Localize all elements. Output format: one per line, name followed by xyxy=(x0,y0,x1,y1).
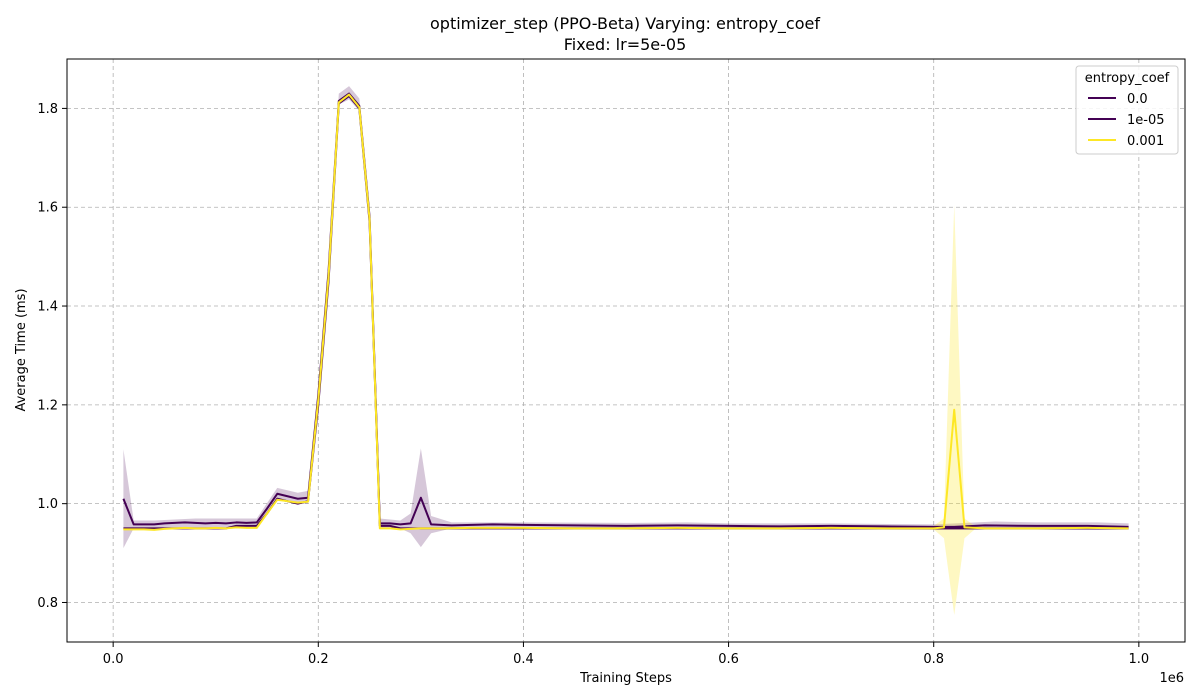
x-tick-label: 1.0 xyxy=(1129,652,1150,667)
legend-label-0: 0.0 xyxy=(1127,92,1148,107)
y-tick-label: 1.8 xyxy=(37,102,58,117)
confidence-band-1e-05 xyxy=(123,86,1129,549)
y-axis-label: Average Time (ms) xyxy=(14,288,29,411)
x-tick-label: 0.0 xyxy=(103,652,124,667)
chart-title: optimizer_step (PPO-Beta) Varying: entro… xyxy=(430,14,820,34)
x-axis-offset-label: 1e6 xyxy=(1159,671,1184,686)
y-tick-label: 1.2 xyxy=(37,398,58,413)
x-tick-label: 0.8 xyxy=(923,652,944,667)
y-tick-label: 0.8 xyxy=(37,596,58,611)
y-tick-label: 1.6 xyxy=(37,201,58,216)
legend-title: entropy_coef xyxy=(1085,71,1170,86)
plot-frame xyxy=(66,58,1186,643)
grid-layer xyxy=(67,59,1185,642)
y-tick-label: 1.0 xyxy=(37,497,58,512)
legend-box xyxy=(1075,65,1179,155)
series-line-1e-05 xyxy=(122,92,1129,528)
axis-ticks: 0.0 0.2 0.4 0.6 0.8 1.0 0.8 1.0 1.2 1.4 1.6 1.8 xyxy=(37,102,1149,667)
series-line-0.001 xyxy=(123,93,1129,531)
y-tick-label: 1.4 xyxy=(37,300,58,315)
x-axis-label: Training Steps xyxy=(579,671,672,686)
series-lines xyxy=(122,92,1129,531)
chart-subtitle: Fixed: lr=5e-05 xyxy=(564,35,687,54)
series-line-0.0 xyxy=(123,95,1129,530)
legend: entropy_coef 0.0 1e-05 0.001 xyxy=(1075,65,1179,155)
legend-label-2: 0.001 xyxy=(1127,134,1164,149)
confidence-bands xyxy=(123,86,1129,615)
x-tick-label: 0.6 xyxy=(718,652,739,667)
x-tick-label: 0.4 xyxy=(513,652,534,667)
legend-label-1: 1e-05 xyxy=(1127,113,1165,128)
x-tick-label: 0.2 xyxy=(308,652,329,667)
